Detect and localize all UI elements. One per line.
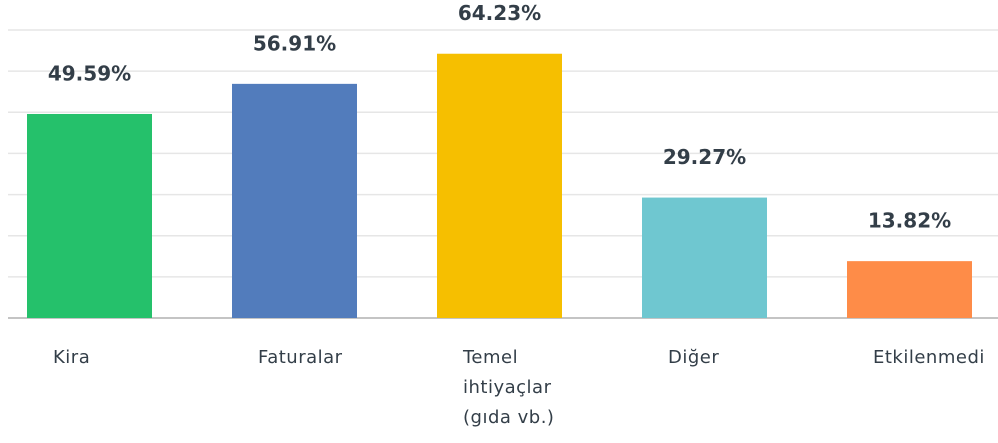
bar — [437, 53, 562, 318]
bar — [27, 113, 152, 319]
value-label: 64.23% — [458, 1, 541, 25]
bar — [642, 197, 767, 318]
value-label: 56.91% — [253, 31, 336, 55]
x-tick-label: Diğer — [668, 347, 720, 368]
bar — [232, 83, 357, 318]
x-tick-label: Kira — [53, 347, 91, 368]
value-label: 13.82% — [868, 209, 951, 233]
bar — [847, 261, 972, 318]
value-label: 49.59% — [48, 61, 131, 85]
x-tick-label: Faturalar — [258, 347, 343, 368]
x-tick-label: Temel ihtiyaçlar (gıda vb.) — [463, 347, 555, 428]
x-tick-label: Etkilenmedi — [873, 347, 985, 368]
value-label: 29.27% — [663, 145, 746, 169]
